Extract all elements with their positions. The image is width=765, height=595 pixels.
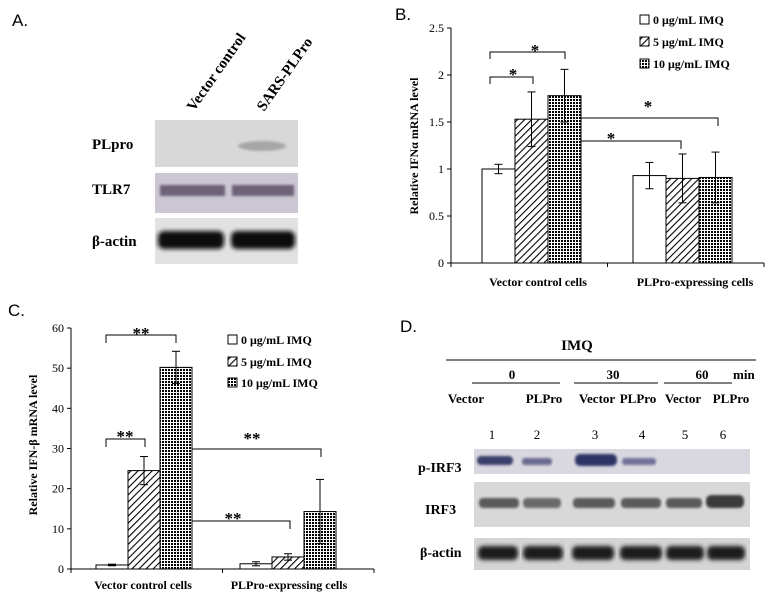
significance-marker: ** [133, 324, 150, 343]
panel-c-label: C. [8, 301, 25, 320]
legend-swatch [227, 334, 238, 345]
panel-b-chart: B. Relative IFNα mRNA level Vector contr… [395, 5, 765, 289]
blot-strip-plpro [155, 120, 298, 167]
significance-marker: ** [117, 427, 134, 446]
y-tick-label: 1.5 [429, 115, 444, 129]
significance-bracket [105, 334, 177, 343]
y-tick-label: 30 [52, 442, 64, 456]
panel-b-label: B. [395, 5, 411, 24]
condition-label: PLPro [526, 391, 563, 406]
significance-bracket [105, 438, 146, 447]
panel-b-y-axis-label: Relative IFNα mRNA level [407, 77, 421, 215]
legend-entry: 10 μg/mL IMQ [241, 376, 318, 390]
significance-marker: * [509, 65, 518, 84]
condition-label: Vector [448, 391, 485, 406]
treatment-label: IMQ [561, 338, 593, 354]
panel-c-legend: 0 μg/mL IMQ 5 μg/mL IMQ 10 μg/mL IMQ [227, 333, 318, 390]
significance-marker: * [531, 41, 540, 60]
legend-entry: 5 μg/mL IMQ [241, 355, 312, 369]
panel-c-chart: C. Relative IFN-β mRNA level Vector cont… [8, 301, 375, 592]
legend-swatch [639, 14, 650, 25]
lane-number: 4 [639, 427, 646, 442]
blot-strip-beta-actin [155, 218, 298, 264]
panel-b-legend: 0 μg/mL IMQ 5 μg/mL IMQ 10 μg/mL IMQ [639, 13, 730, 71]
y-tick-label: 10 [52, 522, 64, 536]
y-tick-label: 0.5 [429, 209, 444, 223]
significance-bracket [533, 140, 682, 149]
panel-b-category-label: Vector control cells [489, 275, 587, 289]
legend-entry: 10 μg/mL IMQ [653, 57, 730, 71]
condition-label: Vector [665, 391, 702, 406]
lane-number: 2 [534, 427, 541, 442]
blot-strip-tlr7 [155, 173, 298, 213]
panel-a: A. Vector control SARS-PLPro PLpro TLR7 … [12, 11, 316, 264]
panel-b-category-label: PLPro-expressing cells [637, 275, 754, 289]
significance-bracket [176, 448, 322, 457]
lane-number: 5 [682, 427, 689, 442]
significance-bracket [567, 117, 719, 126]
bar [632, 175, 667, 264]
y-tick-label: 0 [438, 256, 444, 270]
significance-bracket [489, 76, 534, 84]
bar [159, 366, 193, 570]
blot-row-label-p-irf3: p-IRF3 [418, 461, 462, 476]
y-tick-label: 2.5 [429, 21, 444, 35]
legend-entry: 0 μg/mL IMQ [653, 13, 724, 27]
lane-label-sars-plpro: SARS-PLPro [254, 35, 316, 114]
time-label: 30 [607, 367, 620, 382]
y-tick-label: 1 [438, 162, 444, 176]
lane-label-vector-control: Vector control [184, 31, 249, 115]
panel-c-y-axis-label: Relative IFN-β mRNA level [26, 374, 40, 515]
legend-swatch [639, 58, 650, 69]
significance-marker: * [644, 97, 653, 116]
time-label: 60 [696, 367, 709, 382]
legend-entry: 0 μg/mL IMQ [241, 333, 312, 347]
y-tick-label: 0 [58, 562, 64, 576]
legend-entry: 5 μg/mL IMQ [653, 35, 724, 49]
legend-swatch [227, 356, 238, 367]
time-label: 0 [509, 367, 516, 382]
y-tick-label: 50 [52, 361, 64, 375]
bar [481, 168, 516, 264]
lane-number: 6 [720, 427, 727, 442]
panel-c-category-label: PLPro-expressing cells [231, 578, 348, 592]
panel-b-significance: * * * * [489, 41, 719, 149]
significance-bracket [145, 520, 291, 529]
condition-label: Vector [579, 391, 616, 406]
legend-swatch [639, 36, 650, 47]
blot-strip-beta-actin [474, 538, 750, 570]
blot-row-label-irf3: IRF3 [425, 503, 456, 518]
condition-label: PLPro [620, 391, 657, 406]
panel-d-label: D. [400, 317, 417, 336]
blot-strip-irf3 [474, 482, 750, 527]
condition-label: PLPro [713, 391, 750, 406]
blot-strip-p-irf3 [474, 449, 750, 474]
y-tick-label: 40 [52, 401, 64, 415]
panel-d: D. IMQ 0 30 60 min Vector PLPro Vector P… [400, 317, 756, 570]
significance-bracket [489, 51, 566, 59]
blot-row-label-beta-actin: β-actin [92, 234, 137, 250]
bar [127, 470, 161, 570]
blot-row-label-plpro: PLpro [92, 137, 133, 153]
time-unit-label: min [733, 367, 755, 382]
blot-row-label-beta-actin: β-actin [420, 546, 462, 561]
y-tick-label: 20 [52, 482, 64, 496]
panel-a-label: A. [12, 11, 28, 30]
legend-swatch [227, 377, 238, 388]
significance-marker: ** [225, 509, 242, 528]
y-tick-label: 60 [52, 321, 64, 335]
y-tick-label: 2 [438, 68, 444, 82]
lane-number: 1 [489, 427, 496, 442]
blot-row-label-tlr7: TLR7 [92, 182, 131, 198]
significance-marker: ** [244, 429, 261, 448]
significance-marker: * [607, 129, 616, 148]
lane-number: 3 [592, 427, 599, 442]
bar [547, 95, 582, 264]
panel-c-significance: ** ** ** ** [105, 324, 322, 529]
panel-c-category-label: Vector control cells [94, 578, 192, 592]
